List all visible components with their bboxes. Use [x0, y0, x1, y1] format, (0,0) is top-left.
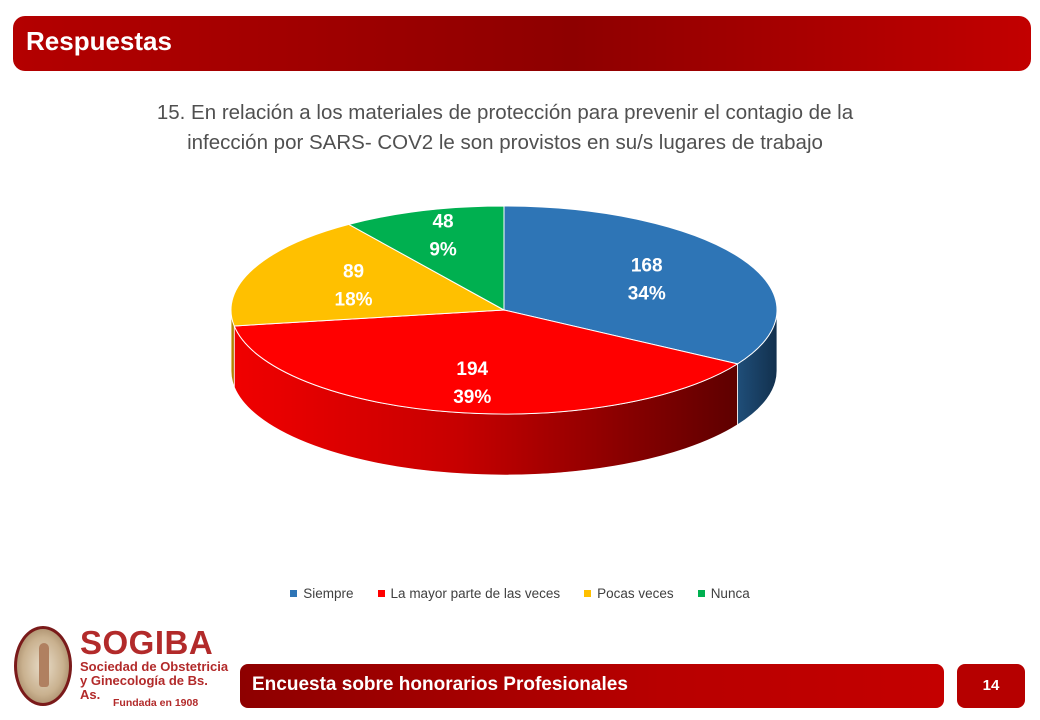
- legend-swatch-pocas-veces: [584, 589, 592, 597]
- legend-item-nunca: Nunca: [697, 584, 750, 602]
- pie-slice-la-mayor-parte: [233, 309, 739, 415]
- legend-item-la-mayor-parte: La mayor parte de las veces: [377, 584, 561, 602]
- header-bar: Respuestas: [13, 16, 1031, 71]
- page-number: 14: [982, 677, 1000, 694]
- legend-item-pocas-veces: Pocas veces: [584, 584, 674, 602]
- pie-slice-pocas-veces: [230, 223, 506, 327]
- data-label-percent-nunca: 9%: [429, 240, 457, 261]
- legend-item-siempre: Siempre: [290, 584, 354, 602]
- legend-label-siempre: Siempre: [303, 585, 354, 601]
- logo-subtitle-line-2: y Ginecología de Bs. As.: [80, 673, 208, 702]
- data-label-percent-la-mayor-parte: 39%: [453, 387, 491, 408]
- logo-subtitle: Sociedad de Obstetricia y Ginecología de…: [80, 660, 230, 702]
- data-label-percent-pocas-veces: 18%: [335, 289, 373, 310]
- logo-figure-icon: [39, 643, 49, 687]
- footer-bar: Encuesta sobre honorarios Profesionales: [240, 664, 944, 708]
- survey-title: Encuesta sobre honorarios Profesionales: [252, 674, 628, 695]
- pie-slice-siempre: [503, 205, 778, 365]
- page-title: Respuestas: [26, 26, 172, 56]
- logo-name: SOGIBA: [80, 624, 214, 661]
- data-label-percent-siempre: 34%: [628, 283, 666, 304]
- data-label-value-nunca: 48: [432, 212, 453, 233]
- question-text: 15. En relación a los materiales de prot…: [110, 98, 900, 158]
- legend-label-nunca: Nunca: [710, 585, 750, 601]
- logo-founded: Fundada en 1908: [113, 697, 199, 709]
- legend-swatch-siempre: [290, 589, 298, 597]
- logo-subtitle-line-1: Sociedad de Obstetricia: [80, 659, 229, 674]
- question-line-1: 15. En relación a los materiales de prot…: [156, 101, 854, 124]
- legend-swatch-nunca: [697, 589, 705, 597]
- page-number-box: 14: [957, 664, 1025, 708]
- legend: Siempre La mayor parte de las veces Poca…: [0, 584, 1040, 602]
- data-label-value-la-mayor-parte: 194: [456, 359, 488, 380]
- pie-slice-nunca: [347, 205, 505, 311]
- sogiba-seal-logo: [14, 626, 72, 706]
- data-label-value-pocas-veces: 89: [343, 261, 364, 282]
- legend-label-pocas-veces: Pocas veces: [597, 585, 674, 601]
- legend-swatch-la-mayor-parte: [377, 589, 385, 597]
- data-label-value-siempre: 168: [631, 255, 663, 276]
- legend-label-la-mayor-parte: La mayor parte de las veces: [390, 585, 561, 601]
- question-line-2: infección por SARS- COV2 le son provisto…: [187, 131, 823, 154]
